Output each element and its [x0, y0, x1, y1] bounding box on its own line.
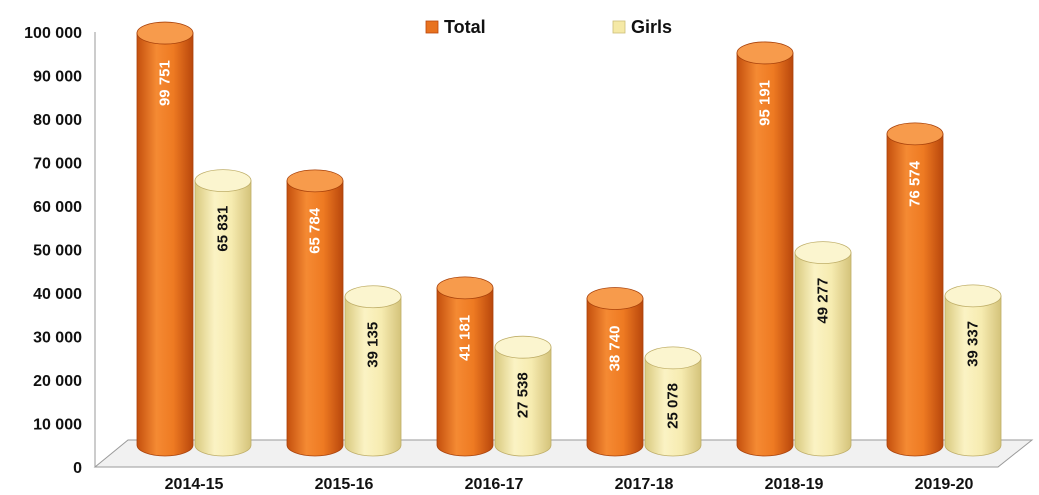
data-label-total: 65 784: [307, 207, 324, 254]
data-label-girls: 39 135: [365, 322, 382, 368]
data-label-girls: 25 078: [665, 383, 682, 429]
x-tick-label: 2014-15: [165, 476, 224, 493]
x-tick-label: 2018-19: [765, 476, 824, 493]
y-tick-label: 20 000: [33, 373, 82, 390]
legend-item: Total: [425, 17, 486, 37]
legend: Total Girls: [425, 17, 672, 37]
data-label-girls: 65 831: [215, 206, 232, 252]
data-label-total: 99 751: [157, 60, 174, 106]
bar-total: 76 574: [886, 122, 944, 457]
x-tick-label: 2015-16: [315, 476, 374, 493]
bars: 99 751 65 831 65 784 39 135 41 181 27 538 38 7…: [136, 21, 1002, 457]
bar-girls: 49 277: [794, 241, 852, 457]
bar-girls: 27 538: [494, 335, 552, 457]
x-tick-label: 2019-20: [915, 476, 974, 493]
x-tick-label: 2017-18: [615, 476, 674, 493]
bar-girls: 39 135: [344, 285, 402, 457]
legend-label: Girls: [631, 17, 672, 37]
legend-swatch: [612, 20, 626, 34]
y-tick-label: 30 000: [33, 330, 82, 347]
data-label-girls: 39 337: [965, 321, 982, 367]
bar-total: 95 191: [736, 41, 794, 457]
y-tick-label: 10 000: [33, 417, 82, 434]
bar-total: 65 784: [286, 169, 344, 457]
bar-girls: 65 831: [194, 169, 252, 457]
data-label-girls: 49 277: [815, 278, 832, 324]
y-tick-label: 40 000: [33, 286, 82, 303]
data-label-total: 95 191: [757, 80, 774, 126]
y-tick-label: 80 000: [33, 112, 82, 129]
data-label-total: 38 740: [607, 326, 624, 372]
bar-total: 41 181: [436, 276, 494, 457]
legend-swatch: [425, 20, 439, 34]
y-tick-label: 60 000: [33, 199, 82, 216]
bar-girls: 39 337: [944, 284, 1002, 457]
bar-total: 99 751: [136, 21, 194, 457]
x-tick-label: 2016-17: [465, 476, 524, 493]
y-tick-label: 90 000: [33, 69, 82, 86]
y-axis-ticks: 0 10 000 20 000 30 000 40 000 50 000 60 000 70 …: [24, 25, 82, 477]
y-tick-label: 0: [73, 460, 82, 477]
data-label-total: 41 181: [457, 315, 474, 361]
legend-item: Girls: [612, 17, 672, 37]
data-label-total: 76 574: [907, 160, 924, 207]
bar-girls: 25 078: [644, 346, 702, 457]
legend-label: Total: [444, 17, 486, 37]
data-label-girls: 27 538: [515, 372, 532, 418]
y-tick-label: 50 000: [33, 243, 82, 260]
bar-total: 38 740: [586, 287, 644, 457]
y-tick-label: 70 000: [33, 156, 82, 173]
y-tick-label: 100 000: [24, 25, 82, 42]
x-axis-ticks: 2014-15 2015-16 2016-17 2017-18 2018-19 2019-…: [165, 476, 974, 493]
